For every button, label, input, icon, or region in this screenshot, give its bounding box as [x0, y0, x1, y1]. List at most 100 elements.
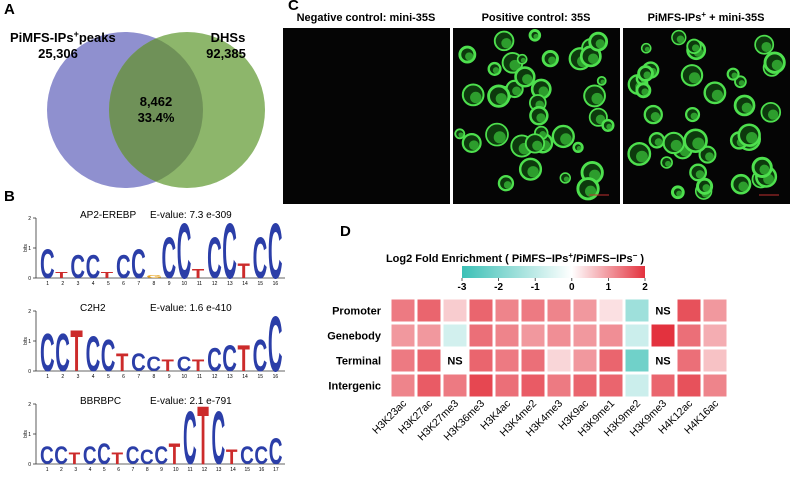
heatmap-cell: [703, 299, 727, 322]
logo-position: 6: [122, 281, 125, 287]
logo-position: 10: [182, 281, 188, 287]
heatmap-cell: [391, 349, 415, 372]
cell-glow: [644, 46, 650, 52]
cell-glow: [705, 152, 714, 161]
heatmap-cell: [703, 324, 727, 347]
logo-letter: C: [154, 441, 168, 469]
panel-label: B: [4, 188, 15, 205]
logo-letter: T: [101, 271, 114, 280]
cell-glow: [702, 184, 711, 192]
logo-position: 9: [168, 374, 171, 380]
cell-label: NS: [655, 356, 670, 368]
cell-glow: [522, 74, 533, 85]
micrograph-title: Positive control: 35S: [482, 12, 591, 24]
cell-glow: [512, 86, 522, 96]
cell-glow: [688, 72, 701, 84]
cell-glow: [606, 123, 613, 130]
heatmap-cell: [625, 324, 649, 347]
heatmap-cell: [651, 324, 675, 347]
heatmap-cell: [469, 349, 493, 372]
micrograph-title: Negative control: mini-35S: [297, 12, 436, 24]
logo-tick-label: 1: [28, 246, 31, 252]
logo-position: 5: [107, 374, 110, 380]
motif-name: BBRBPC: [80, 396, 121, 407]
heatmap-cell: [443, 374, 467, 397]
logo-letter: C: [222, 339, 237, 380]
logo-position: 11: [187, 467, 192, 473]
logo-y-label: bits: [23, 430, 29, 438]
logo-position: 7: [132, 467, 135, 473]
logo-letter: C: [253, 226, 268, 291]
logo-position: 5: [103, 467, 106, 473]
cell-glow: [509, 59, 521, 71]
logo-position: 7: [137, 374, 140, 380]
logo-position: 7: [137, 281, 140, 287]
cell-glow: [520, 57, 526, 63]
cell-glow: [465, 52, 474, 61]
venn-overlap-percent: 33.4%: [138, 110, 175, 125]
heatmap-cell: [651, 374, 675, 397]
logo-position: 14: [242, 374, 248, 380]
venn-right-label: DHSs: [211, 30, 246, 45]
heatmap-cell: [677, 299, 701, 322]
logo-letter: T: [237, 339, 250, 380]
logo-position: 9: [168, 281, 171, 287]
cell-glow: [654, 138, 663, 147]
logo-letter: C: [54, 441, 68, 469]
heatmap-cell: [703, 374, 727, 397]
logo-letter: C: [126, 441, 140, 469]
logo-letter: C: [268, 301, 283, 389]
micrograph: [283, 28, 450, 204]
logo-position: 6: [122, 374, 125, 380]
cell-glow: [695, 170, 705, 179]
cell-glow: [470, 91, 482, 104]
heatmap-cell: [495, 349, 519, 372]
cell-glow: [690, 112, 698, 120]
logo-letter: C: [240, 441, 254, 469]
cell-glow: [738, 80, 745, 87]
heatmap-cell: [547, 324, 571, 347]
logo-letter: C: [269, 431, 283, 473]
heatmap-cell: [573, 324, 597, 347]
heatmap-cell: [443, 299, 467, 322]
colorbar-tick-label: -3: [458, 282, 467, 293]
cell-glow: [759, 164, 770, 175]
heatmap-cell: [573, 374, 597, 397]
logo-letter: C: [40, 240, 55, 287]
heatmap-cell: [521, 349, 545, 372]
motif-evalue: E-value: 2.1 e-791: [150, 396, 232, 407]
logo-letter: T: [226, 446, 238, 469]
logo-position: 11: [197, 281, 202, 287]
heatmap-cell: [391, 299, 415, 322]
logo-position: 4: [92, 374, 95, 380]
logo-letter: G: [146, 275, 162, 280]
logo-y-label: bits: [23, 337, 29, 345]
logo-letter: C: [140, 446, 154, 469]
heatmap-cell: [547, 349, 571, 372]
logo-letter: C: [268, 208, 283, 296]
logo-tick-label: 0: [28, 276, 31, 282]
logo-position: 11: [197, 374, 202, 380]
logo-letter: T: [192, 356, 205, 375]
logo-letter: T: [192, 267, 205, 281]
logo-letter: C: [116, 248, 131, 285]
logo-y-label: bits: [23, 244, 29, 252]
cell-glow: [548, 56, 557, 65]
cell-glow: [492, 67, 500, 74]
cell-glow: [536, 113, 546, 123]
heatmap-cell: [599, 299, 623, 322]
row-label: Terminal: [336, 356, 381, 368]
heatmap-cell: [391, 374, 415, 397]
heatmap-cell: [443, 324, 467, 347]
heatmap-cell: [495, 324, 519, 347]
logo-letter: T: [116, 348, 128, 377]
text-part: Negative control: mini-35S: [297, 12, 436, 24]
logo-position: 1: [46, 374, 49, 380]
text-part: Positive control: 35S: [482, 12, 591, 24]
logo-position: 8: [153, 281, 156, 287]
text-part: peaks: [79, 30, 116, 45]
cell-glow: [533, 33, 539, 40]
heatmap-cell: [521, 299, 545, 322]
